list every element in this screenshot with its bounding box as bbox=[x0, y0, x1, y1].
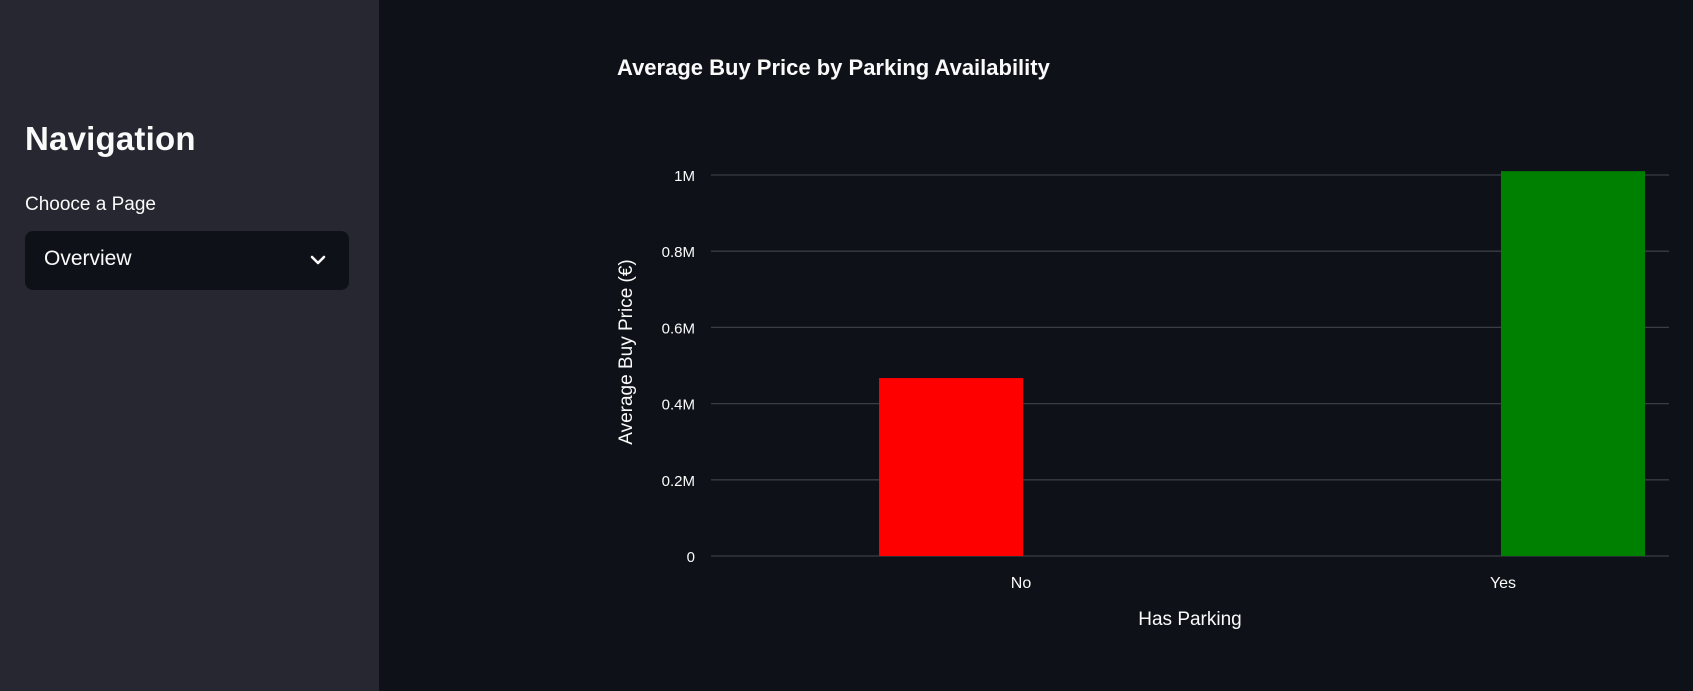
chevron-down-icon[interactable] bbox=[309, 251, 327, 269]
y-tick-label: 0.2M bbox=[662, 473, 695, 490]
bar-yes[interactable] bbox=[1501, 171, 1645, 556]
sidebar: Navigation Chooce a Page Overview bbox=[0, 0, 379, 691]
page-select-value: Overview bbox=[44, 247, 132, 270]
chart-title: Average Buy Price by Parking Availabilit… bbox=[617, 55, 1051, 80]
bars bbox=[879, 171, 1645, 556]
x-axis-label: Has Parking bbox=[1138, 609, 1242, 630]
page-select[interactable]: Overview bbox=[25, 231, 349, 290]
x-tick-label: Yes bbox=[1490, 575, 1516, 592]
bar-no[interactable] bbox=[879, 378, 1023, 556]
x-tick-label: No bbox=[1011, 575, 1032, 592]
y-tick-label: 0.6M bbox=[662, 320, 695, 337]
y-axis-ticks: 0 0.2M 0.4M 0.6M 0.8M 1M bbox=[662, 168, 695, 566]
x-axis-ticks: No Yes bbox=[1011, 575, 1516, 592]
sidebar-title: Navigation bbox=[25, 120, 196, 157]
y-tick-label: 0.8M bbox=[662, 244, 695, 261]
y-tick-label: 1M bbox=[674, 168, 695, 185]
y-tick-label: 0 bbox=[687, 549, 695, 566]
bar-chart: Average Buy Price by Parking Availabilit… bbox=[616, 55, 1669, 630]
main-content: Average Buy Price by Parking Availabilit… bbox=[379, 0, 1693, 691]
y-axis-label: Average Buy Price (€) bbox=[616, 259, 637, 445]
y-tick-label: 0.4M bbox=[662, 397, 695, 414]
page-select-label: Chooce a Page bbox=[25, 194, 156, 215]
